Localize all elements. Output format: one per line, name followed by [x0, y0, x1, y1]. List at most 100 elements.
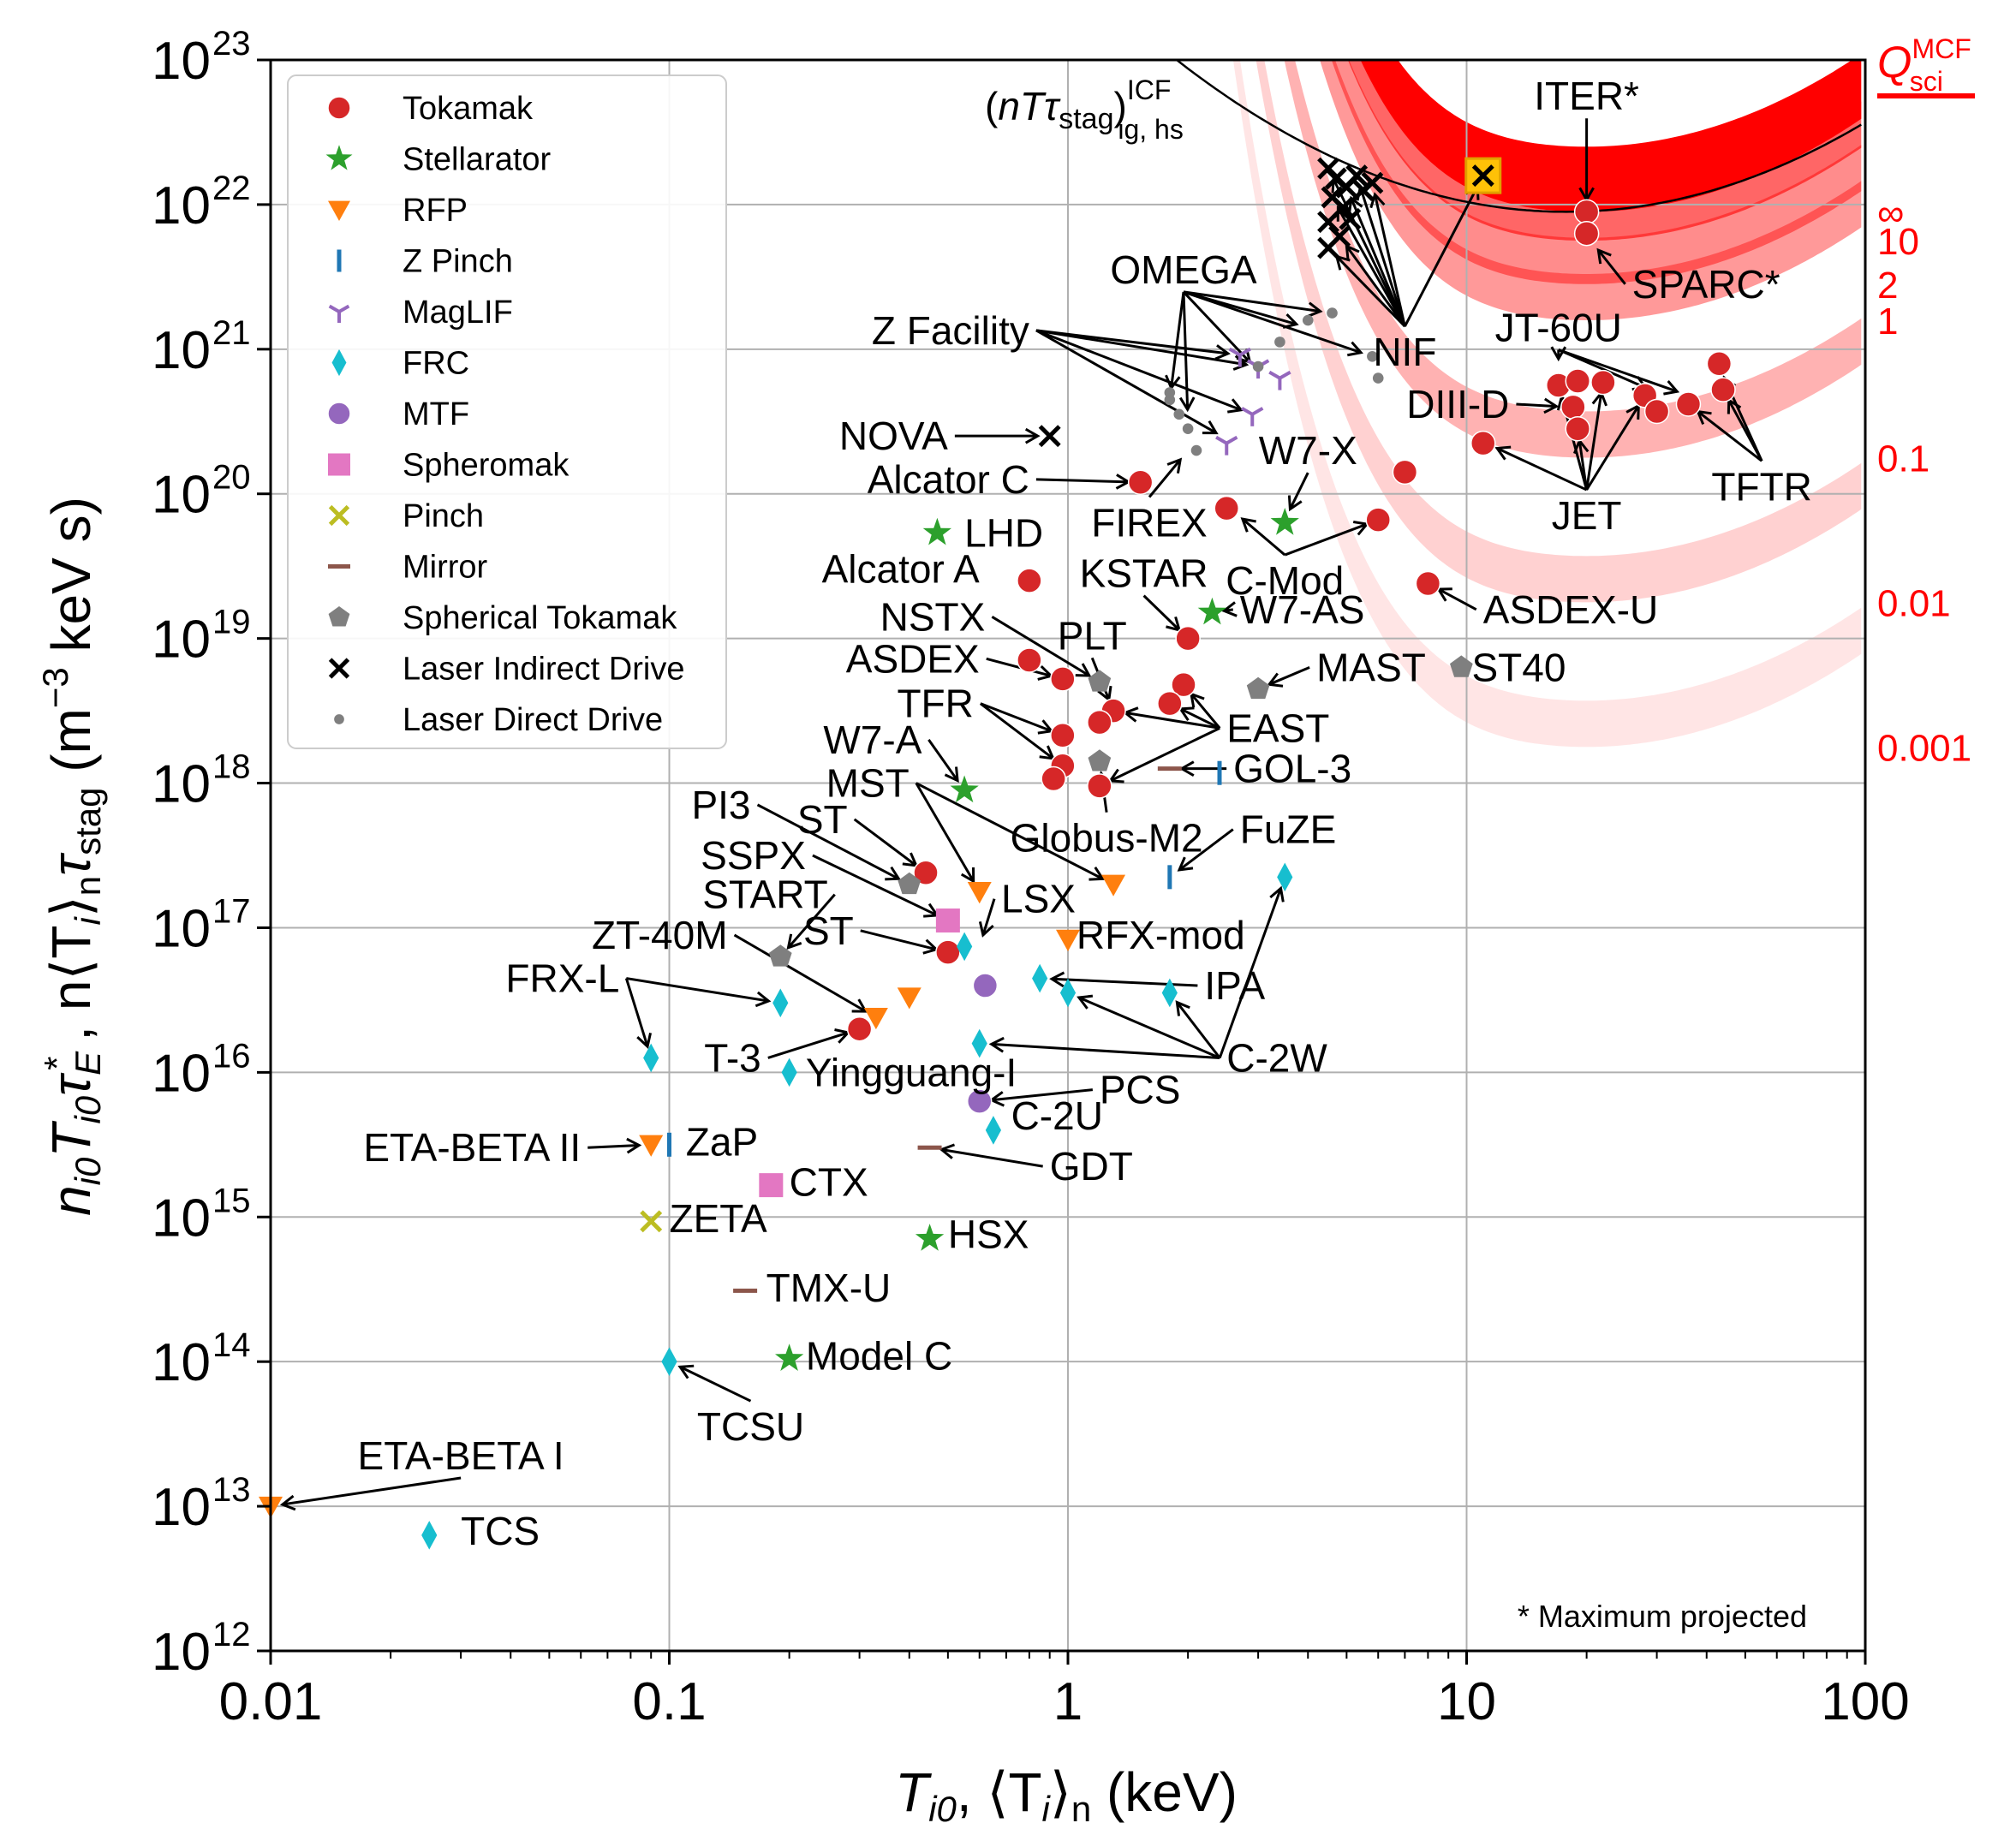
annotation-arrow-head: [1596, 247, 1612, 265]
y-title-part: n: [68, 876, 108, 896]
x-title-part: (keV): [1091, 1761, 1238, 1823]
annotation-arrow-line: [981, 898, 996, 936]
annotation-arrow-line: [1078, 996, 1220, 1059]
rfp-point: [1056, 929, 1080, 951]
annotation-label: PLT: [1058, 613, 1127, 658]
annotation-arrow-line: [588, 1143, 640, 1149]
annotation-arrow-head: [636, 1033, 652, 1049]
frc-point: [643, 1043, 659, 1073]
annotation-arrow-head: [851, 998, 868, 1013]
stellarator-point: [1197, 597, 1226, 625]
legend-marker-spheromak: [328, 453, 350, 476]
tokamak-point: [1365, 507, 1391, 533]
icf-label-part: ICF: [1127, 74, 1172, 105]
annotation-label: START: [702, 873, 828, 917]
ldd-point: [1302, 314, 1314, 326]
annotation-arrow-line: [980, 702, 1053, 733]
rfp-point: [863, 1007, 888, 1030]
y-tick-label: 10: [152, 1189, 211, 1248]
tokamak-point: [1127, 469, 1154, 495]
icf-label-part: ig, hs: [1118, 114, 1183, 145]
annotation-arrow-line: [979, 702, 1054, 760]
q-level-label: 1: [1877, 301, 1898, 343]
annotation-arrow-line: [1148, 458, 1182, 498]
annotation-arrow-line: [679, 1365, 752, 1403]
annotation-label: GOL-3: [1233, 747, 1351, 791]
lid-point: [1339, 207, 1362, 230]
annotation-label: OMEGA: [1110, 247, 1257, 292]
annotation-label: Yingguang-I: [806, 1050, 1017, 1094]
annotation-arrow-head: [626, 1137, 642, 1154]
annotation-arrow-line: [1585, 404, 1640, 491]
frc-point: [1161, 978, 1178, 1008]
legend-label: MTF: [403, 396, 469, 432]
annotation-arrow-line: [1335, 255, 1406, 328]
tokamak-point: [1706, 350, 1733, 377]
annotation-arrow-line: [1178, 828, 1234, 872]
marker-stroke: [1345, 164, 1369, 188]
annotation-arrow-line: [1170, 291, 1185, 389]
annotation-label: RFX-mod: [1077, 913, 1245, 957]
y-tick-label: 10: [152, 755, 211, 814]
x-axis-title: Ti0, ⟨Ti⟩n (keV): [895, 1761, 1238, 1829]
annotation-arrow-line: [787, 893, 836, 949]
legend-marker-tokamak: [327, 96, 351, 120]
annotation-arrow-line: [1268, 666, 1310, 686]
q-level-label: 0.001: [1877, 727, 1971, 769]
frc-point: [781, 1057, 797, 1087]
marker-stroke: [1321, 186, 1344, 209]
annotation-arrow-line: [1697, 410, 1763, 462]
x-tick-label: 100: [1821, 1672, 1909, 1731]
annotation-arrow-line: [915, 782, 975, 882]
tokamak-point: [1392, 459, 1418, 486]
annotation-label: ZETA: [670, 1196, 767, 1241]
annotation-label: ZT-40M: [592, 913, 727, 957]
annotation-arrow-line: [1183, 290, 1297, 326]
y-title-part: ⟩: [40, 896, 102, 917]
annotation-label: FuZE: [1240, 807, 1336, 852]
annotation-label: ST: [803, 909, 854, 953]
annotation-arrow-head: [1267, 672, 1284, 688]
annotation-arrow-head: [1202, 420, 1219, 435]
annotation-label: PCS: [1100, 1068, 1181, 1112]
annotation-arrow-head: [1177, 856, 1194, 872]
y-title-part: *: [37, 1057, 77, 1070]
annotation-label: FIREX: [1091, 501, 1207, 545]
legend-box: [287, 74, 727, 749]
annotation-label: HSX: [948, 1212, 1029, 1257]
q-level-label: 0.1: [1877, 438, 1930, 480]
annotation-arrow-line: [1350, 197, 1406, 327]
annotation-arrow-head: [1089, 867, 1106, 881]
legend-label: Spheromak: [403, 448, 570, 484]
annotation-label: TCSU: [697, 1404, 804, 1449]
annotation-arrow-line: [1182, 290, 1251, 364]
y-title-part: i0: [68, 1095, 108, 1123]
marker-stroke: [1339, 207, 1362, 230]
lid-point: [1471, 164, 1494, 188]
legend-label: Spherical Tokamak: [403, 600, 677, 636]
q-band: [1232, 60, 1862, 748]
frc-point: [957, 932, 973, 962]
annotation-arrow-line: [941, 1148, 1043, 1168]
tokamak-point: [1087, 709, 1112, 736]
marker-stroke: [1226, 435, 1238, 445]
legend-marker-stellarator: [325, 145, 353, 170]
icf-label-part: stag: [1059, 103, 1113, 135]
annotation-arrow-head: [1663, 380, 1680, 396]
y-title-part: τ: [40, 852, 102, 876]
annotation-arrow-head: [1269, 885, 1285, 903]
annotation-label: C-Mod: [1226, 558, 1344, 603]
annotation-arrow-line: [991, 616, 1090, 677]
annotation-label: T-3: [704, 1035, 760, 1080]
legend-label: Mirror: [403, 550, 488, 586]
frc-point: [971, 1028, 987, 1058]
lid-point: [1345, 164, 1369, 188]
q-title: QMCF sci: [1877, 33, 1971, 97]
icf-label-part: nTτ: [998, 84, 1061, 128]
annotation-label: FRX-L: [505, 956, 619, 1001]
legend-marker-maglif: [328, 304, 350, 323]
y-tick-label: 10: [152, 176, 211, 235]
y-title-part: , n⟨T: [40, 926, 102, 1057]
annotation-arrow-line: [812, 854, 938, 917]
